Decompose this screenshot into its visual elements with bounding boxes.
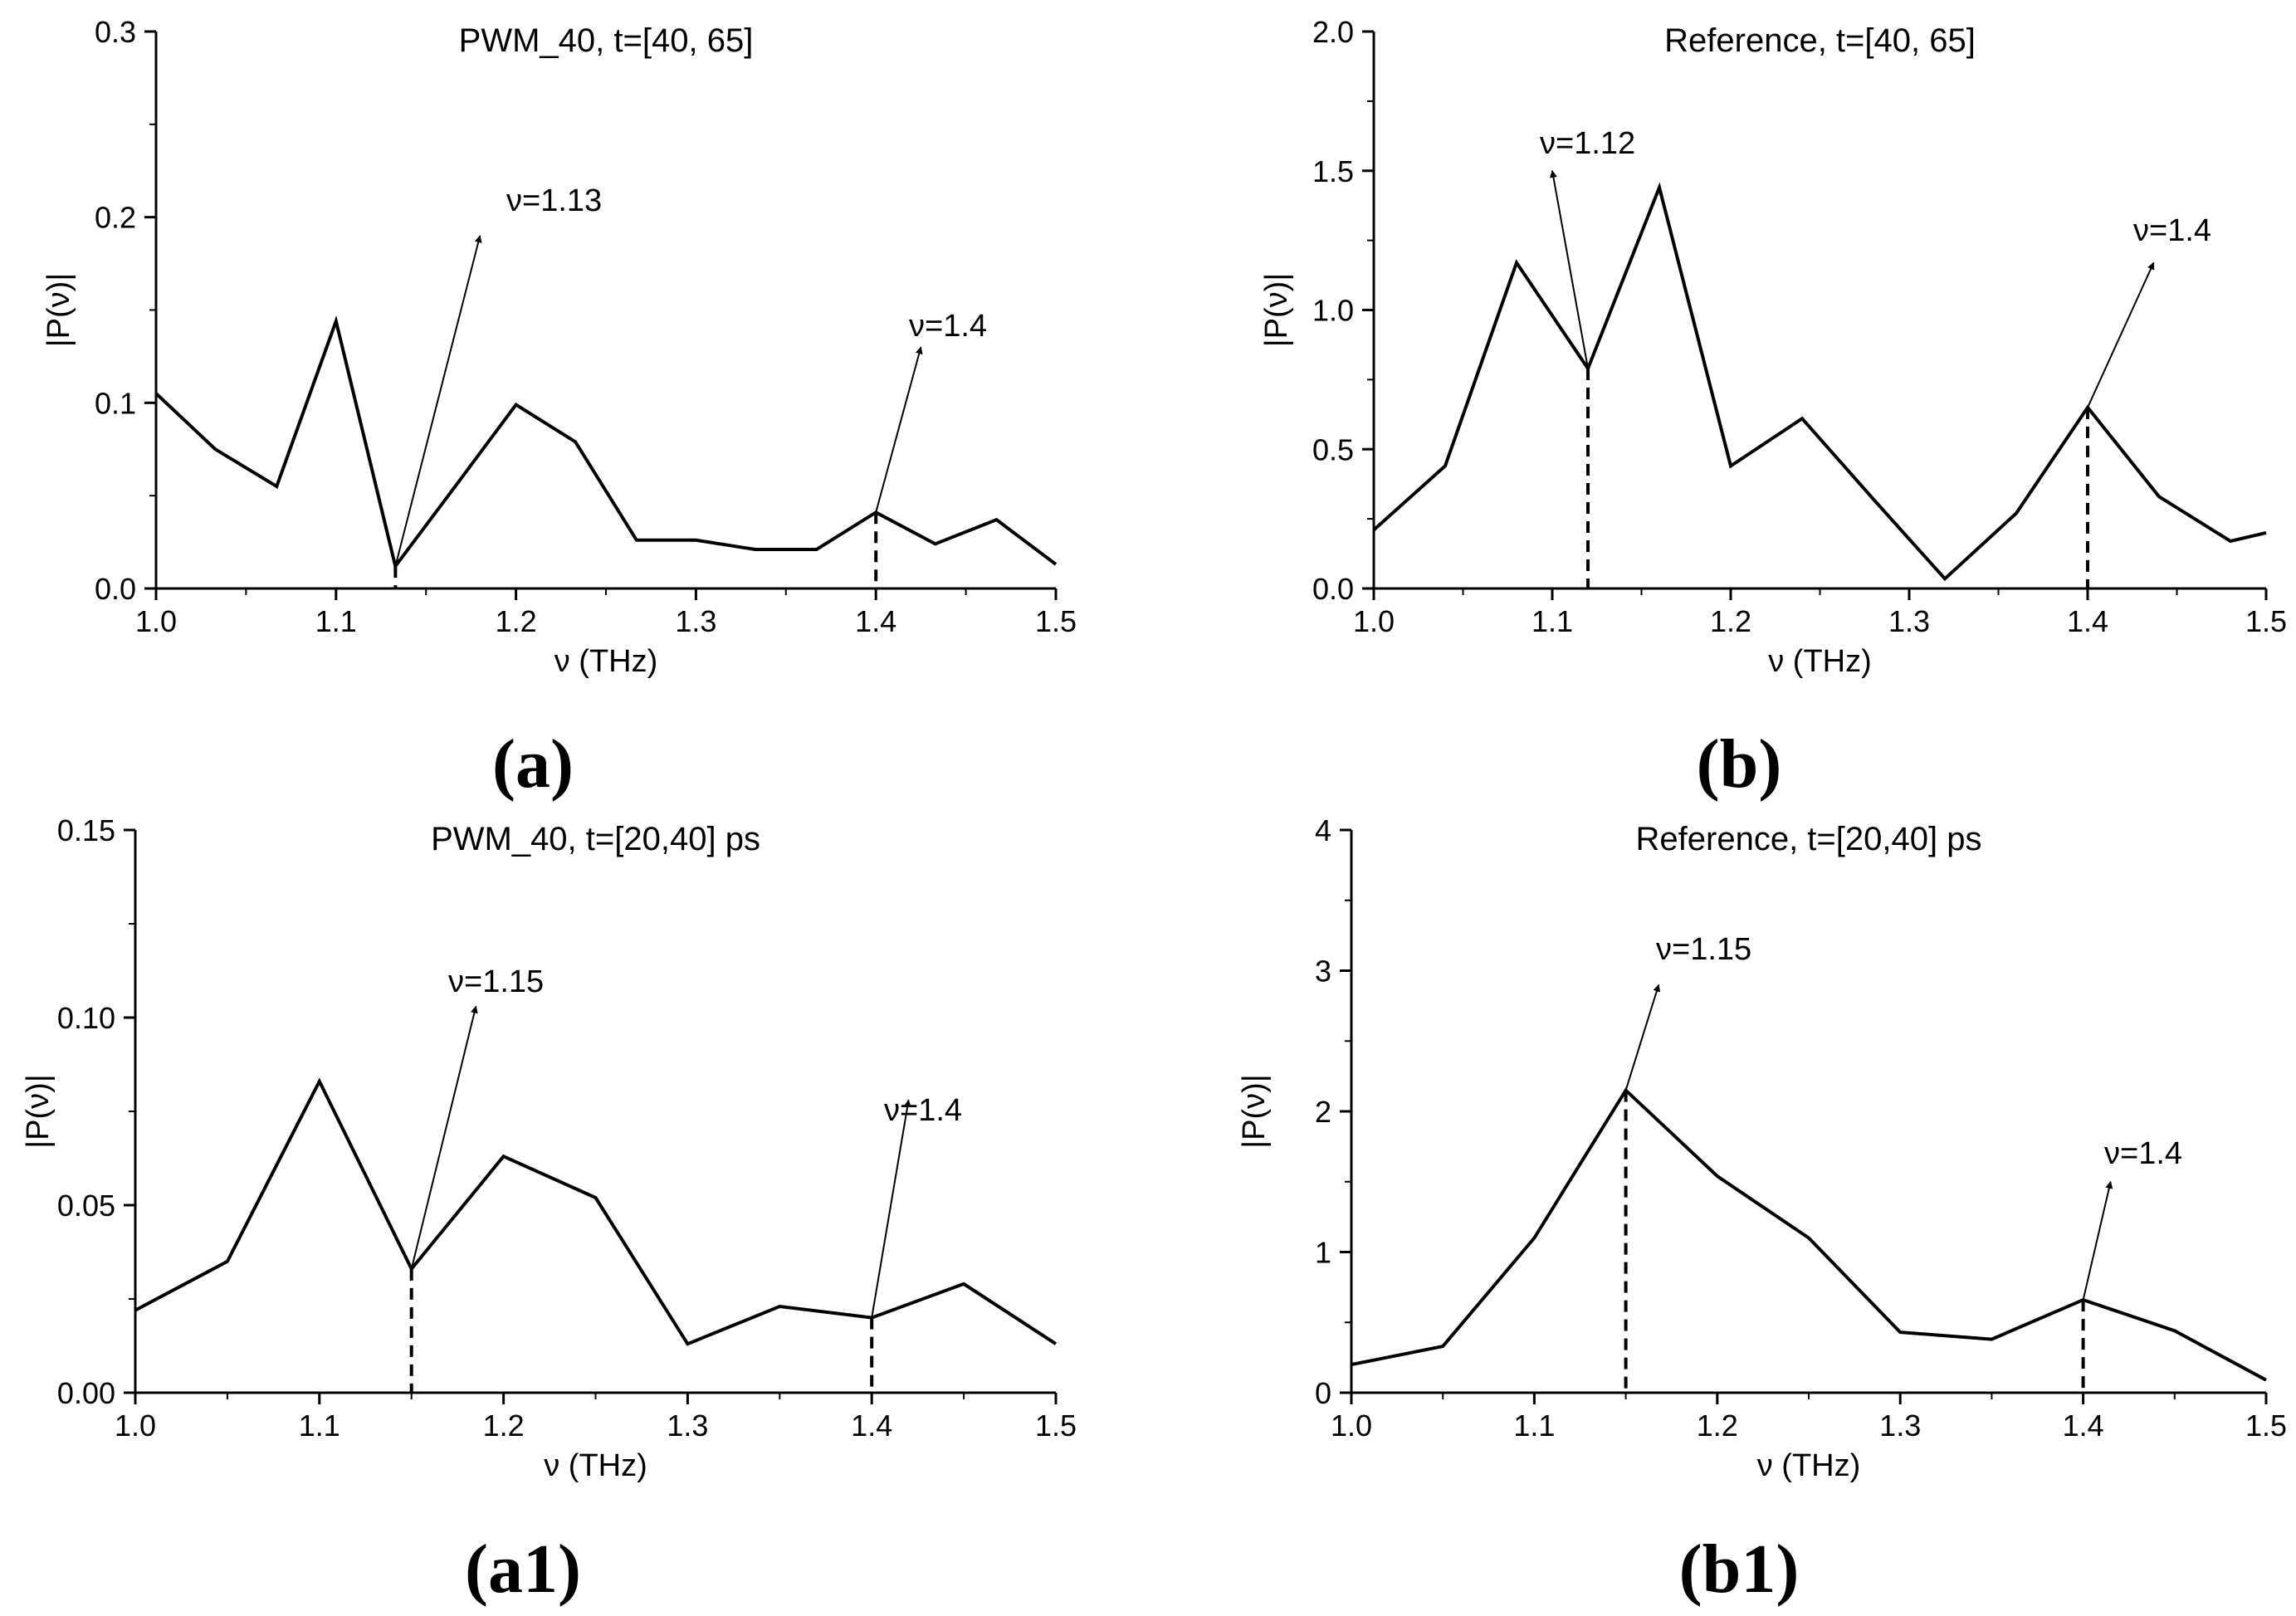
x-axis-label: ν (THz) xyxy=(554,644,658,679)
y-tick-label: 0.05 xyxy=(57,1189,115,1223)
x-tick-label: 1.2 xyxy=(483,1409,525,1443)
x-tick-label: 1.3 xyxy=(1879,1409,1921,1443)
x-tick-label: 1.3 xyxy=(1888,604,1930,638)
y-tick-label: 1.0 xyxy=(1312,294,1354,328)
chart-title: Reference, t=[40, 65] xyxy=(1664,22,1976,59)
y-tick-label: 0.3 xyxy=(95,15,136,49)
x-tick-label: 1.0 xyxy=(1331,1409,1372,1443)
panel-label: (a1) xyxy=(465,1531,581,1608)
y-axis-label: |P(ν)| xyxy=(1237,1074,1272,1148)
x-tick-label: 1.1 xyxy=(1513,1409,1555,1443)
chart-panel-a: PWM_40, t=[40, 65] ν (THz) |P(ν)| (a) ν=… xyxy=(42,15,1077,803)
y-axis-label: |P(ν)| xyxy=(42,273,76,347)
y-tick-label: 0.0 xyxy=(1312,572,1354,606)
data-series-line xyxy=(134,1077,1058,1346)
y-tick-label: 0.2 xyxy=(95,201,136,235)
x-tick-label: 1.1 xyxy=(299,1409,340,1443)
x-tick-label: 1.3 xyxy=(667,1409,708,1443)
chart-title: PWM_40, t=[40, 65] xyxy=(459,22,754,59)
y-tick-label: 0.1 xyxy=(95,386,136,420)
y-tick-label: 1 xyxy=(1315,1236,1331,1270)
annotation-arrow xyxy=(1550,169,1589,369)
chart-panel-a1: PWM_40, t=[20,40] ps ν (THz) |P(ν)| (a1)… xyxy=(21,813,1077,1608)
y-tick-label: 4 xyxy=(1315,813,1331,847)
y-tick-label: 0.15 xyxy=(57,813,115,847)
x-tick-label: 1.4 xyxy=(855,604,896,638)
annotation-arrow xyxy=(875,346,923,513)
annotation-label: ν=1.12 xyxy=(1540,126,1635,161)
panel-label: (b) xyxy=(1697,725,1782,803)
x-tick-label: 1.0 xyxy=(135,604,177,638)
y-tick-label: 0.0 xyxy=(95,572,136,606)
x-tick-label: 1.5 xyxy=(2245,1409,2287,1443)
x-tick-label: 1.1 xyxy=(1531,604,1573,638)
tick-labels: 1.0 1.1 1.2 1.3 1.4 1.5 0 1 2 3 4 xyxy=(1315,813,2287,1443)
data-series-line xyxy=(1372,182,2267,582)
data-series-line xyxy=(1351,1087,2267,1382)
annotation-label: ν=1.15 xyxy=(448,964,544,999)
annotation-arrow xyxy=(871,1099,911,1318)
annotation-label: ν=1.4 xyxy=(2133,213,2211,248)
x-tick-label: 1.4 xyxy=(851,1409,892,1443)
y-tick-label: 0.00 xyxy=(57,1376,115,1410)
x-tick-label: 1.5 xyxy=(1035,604,1077,638)
x-axis-label: ν (THz) xyxy=(1757,1448,1861,1483)
annotation-arrow xyxy=(410,1005,478,1270)
annotation-arrow xyxy=(2082,1180,2113,1301)
y-tick-label: 2.0 xyxy=(1312,15,1354,49)
x-tick-label: 1.0 xyxy=(1353,604,1395,638)
y-axis-label: |P(ν)| xyxy=(21,1074,56,1148)
y-tick-label: 0.5 xyxy=(1312,432,1354,466)
tick-labels: 1.0 1.1 1.2 1.3 1.4 1.5 0.00 0.05 0.10 0… xyxy=(57,813,1077,1443)
annotation-label: ν=1.4 xyxy=(909,309,987,344)
x-tick-label: 1.2 xyxy=(1697,1409,1738,1443)
y-tick-label: 0 xyxy=(1315,1376,1331,1410)
annotation-arrow xyxy=(2087,261,2155,408)
x-axis-label: ν (THz) xyxy=(544,1448,647,1483)
x-tick-label: 1.1 xyxy=(315,604,357,638)
y-tick-label: 1.5 xyxy=(1312,154,1354,188)
annotation-label: ν=1.15 xyxy=(1656,932,1751,967)
chart-panel-b: Reference, t=[40, 65] ν (THz) |P(ν)| (b)… xyxy=(1259,15,2287,803)
y-tick-label: 0.10 xyxy=(57,1001,115,1035)
data-series-line xyxy=(154,315,1058,570)
annotation-arrow xyxy=(394,235,482,567)
annotation-label: ν=1.13 xyxy=(506,183,602,218)
panel-label: (b1) xyxy=(1679,1531,1800,1608)
x-tick-label: 1.0 xyxy=(115,1409,156,1443)
chart-panel-b1: Reference, t=[20,40] ps ν (THz) |P(ν)| (… xyxy=(1237,813,2287,1608)
panel-label: (a) xyxy=(492,725,574,803)
y-axis-label: |P(ν)| xyxy=(1259,273,1294,347)
tick-labels: 1.0 1.1 1.2 1.3 1.4 1.5 0.0 0.5 1.0 1.5 … xyxy=(1312,15,2287,638)
x-tick-label: 1.5 xyxy=(1035,1409,1077,1443)
chart-title: PWM_40, t=[20,40] ps xyxy=(431,821,760,857)
x-tick-label: 1.2 xyxy=(496,604,537,638)
x-axis-label: ν (THz) xyxy=(1768,644,1872,679)
annotation-arrow xyxy=(1624,984,1661,1091)
y-tick-label: 2 xyxy=(1315,1095,1331,1129)
chart-title: Reference, t=[20,40] ps xyxy=(1636,821,1982,857)
tick-labels: 1.0 1.1 1.2 1.3 1.4 1.5 0.0 0.1 0.2 0.3 xyxy=(95,15,1077,638)
annotation-label: ν=1.4 xyxy=(884,1093,962,1128)
annotation-label: ν=1.4 xyxy=(2104,1136,2182,1171)
x-tick-label: 1.4 xyxy=(2067,604,2108,638)
x-tick-label: 1.5 xyxy=(2245,604,2287,638)
x-tick-label: 1.4 xyxy=(2063,1409,2104,1443)
x-tick-label: 1.2 xyxy=(1710,604,1751,638)
x-tick-label: 1.3 xyxy=(675,604,716,638)
y-tick-label: 3 xyxy=(1315,954,1331,989)
